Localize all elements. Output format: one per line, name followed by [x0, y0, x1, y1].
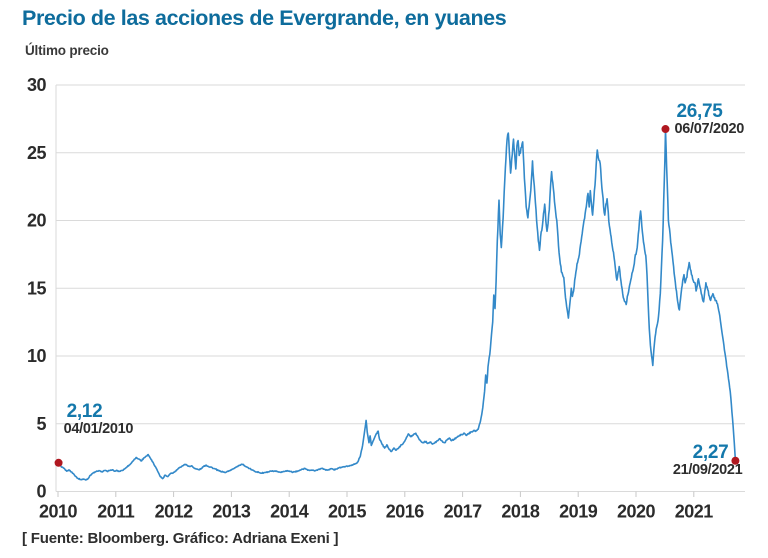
- price-line: [57, 128, 737, 481]
- x-axis-label: 2015: [328, 502, 367, 522]
- x-axis-label: 2012: [155, 502, 194, 522]
- x-axis-label: 2020: [617, 502, 656, 522]
- x-axis-label: 2011: [97, 502, 135, 522]
- annotation-peak-value: 26,75: [676, 101, 723, 123]
- annotation-start: 2,12 04/01/2010: [63, 400, 134, 437]
- y-axis-label: 10: [27, 346, 47, 366]
- annotation-end: 2,27 21/09/2021: [672, 441, 743, 478]
- x-axis-label: 2019: [559, 502, 598, 522]
- y-axis-label: 20: [27, 211, 47, 231]
- y-axis-label: 30: [27, 75, 47, 95]
- y-axis-label: 0: [36, 482, 46, 502]
- x-axis-label: 2013: [212, 502, 251, 522]
- annotation-end-value: 2,27: [692, 441, 729, 463]
- x-axis-label: 2010: [39, 502, 78, 522]
- marker-dot: [661, 125, 670, 134]
- y-axis-label: 25: [27, 143, 47, 163]
- x-axis-label: 2014: [270, 502, 309, 522]
- page-title: Precio de las acciones de Evergrande, en…: [22, 6, 507, 30]
- annotation-end-date: 21/09/2021: [672, 461, 743, 478]
- chart-subtitle: Último precio: [25, 43, 109, 58]
- x-axis-label: 2016: [386, 502, 425, 522]
- annotation-start-value: 2,12: [66, 400, 103, 422]
- y-axis-label: 5: [36, 414, 46, 434]
- x-axis-label: 2017: [444, 502, 483, 522]
- marker-dot: [731, 456, 740, 465]
- x-axis-label: 2018: [501, 502, 540, 522]
- annotation-peak: 26,75 06/07/2020: [674, 101, 745, 137]
- marker-dot: [54, 458, 63, 467]
- source-credit: [ Fuente: Bloomberg. Gráfico: Adriana Ex…: [22, 530, 339, 547]
- y-axis-label: 15: [27, 278, 47, 298]
- annotation-start-date: 04/01/2010: [63, 420, 134, 437]
- x-axis-label: 2021: [675, 502, 714, 522]
- annotation-peak-date: 06/07/2020: [674, 120, 745, 137]
